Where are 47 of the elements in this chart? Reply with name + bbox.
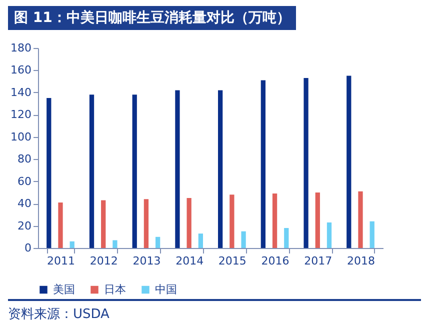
bar: [230, 194, 234, 248]
bar: [198, 234, 203, 248]
bar: [186, 198, 192, 248]
chart-title: 图 11：中美日咖啡生豆消耗量对比（万吨）: [8, 6, 296, 30]
bar: [218, 90, 223, 248]
y-tick-label: 80: [18, 152, 32, 166]
y-tick-label: 160: [10, 64, 32, 77]
legend-label: 美国: [53, 282, 75, 296]
bar: [175, 90, 180, 248]
x-tick-label: 2017: [304, 254, 332, 268]
x-tick-label: 2013: [132, 254, 161, 268]
bar: [358, 191, 363, 248]
x-tick-label: 2015: [218, 254, 246, 268]
x-tick-label: 2016: [261, 254, 290, 268]
bar: [370, 221, 374, 248]
legend-label: 中国: [155, 282, 177, 296]
bar: [112, 240, 118, 248]
y-tick-label: 60: [18, 174, 32, 188]
y-tick-label: 0: [24, 242, 32, 254]
bar: [346, 76, 352, 248]
x-tick-label: 2011: [47, 254, 75, 268]
x-tick-label: 2012: [90, 254, 118, 268]
bar: [89, 94, 94, 248]
bar: [156, 236, 160, 248]
y-tick-label: 120: [10, 108, 32, 122]
y-tick-label: 100: [10, 130, 32, 144]
legend-label: 日本: [104, 282, 126, 296]
y-tick-label: 40: [18, 197, 32, 210]
bar: [272, 194, 278, 248]
bar: [58, 202, 63, 248]
bar: [315, 192, 320, 248]
bar: [144, 199, 149, 248]
y-tick-label: 180: [10, 42, 32, 54]
bar: [101, 200, 106, 248]
bar: [260, 80, 266, 248]
x-tick-label: 2018: [347, 254, 375, 268]
bar: [132, 94, 137, 248]
y-tick-label: 20: [18, 219, 32, 232]
bar: [70, 241, 74, 248]
bar: [304, 78, 308, 248]
text: 资料来源：USDA: [8, 306, 110, 320]
x-tick-label: 2014: [176, 254, 204, 268]
bar: [326, 222, 332, 248]
y-tick-label: 140: [10, 86, 32, 99]
bar: [241, 231, 246, 248]
bar: [284, 228, 289, 248]
bar: [46, 98, 52, 248]
